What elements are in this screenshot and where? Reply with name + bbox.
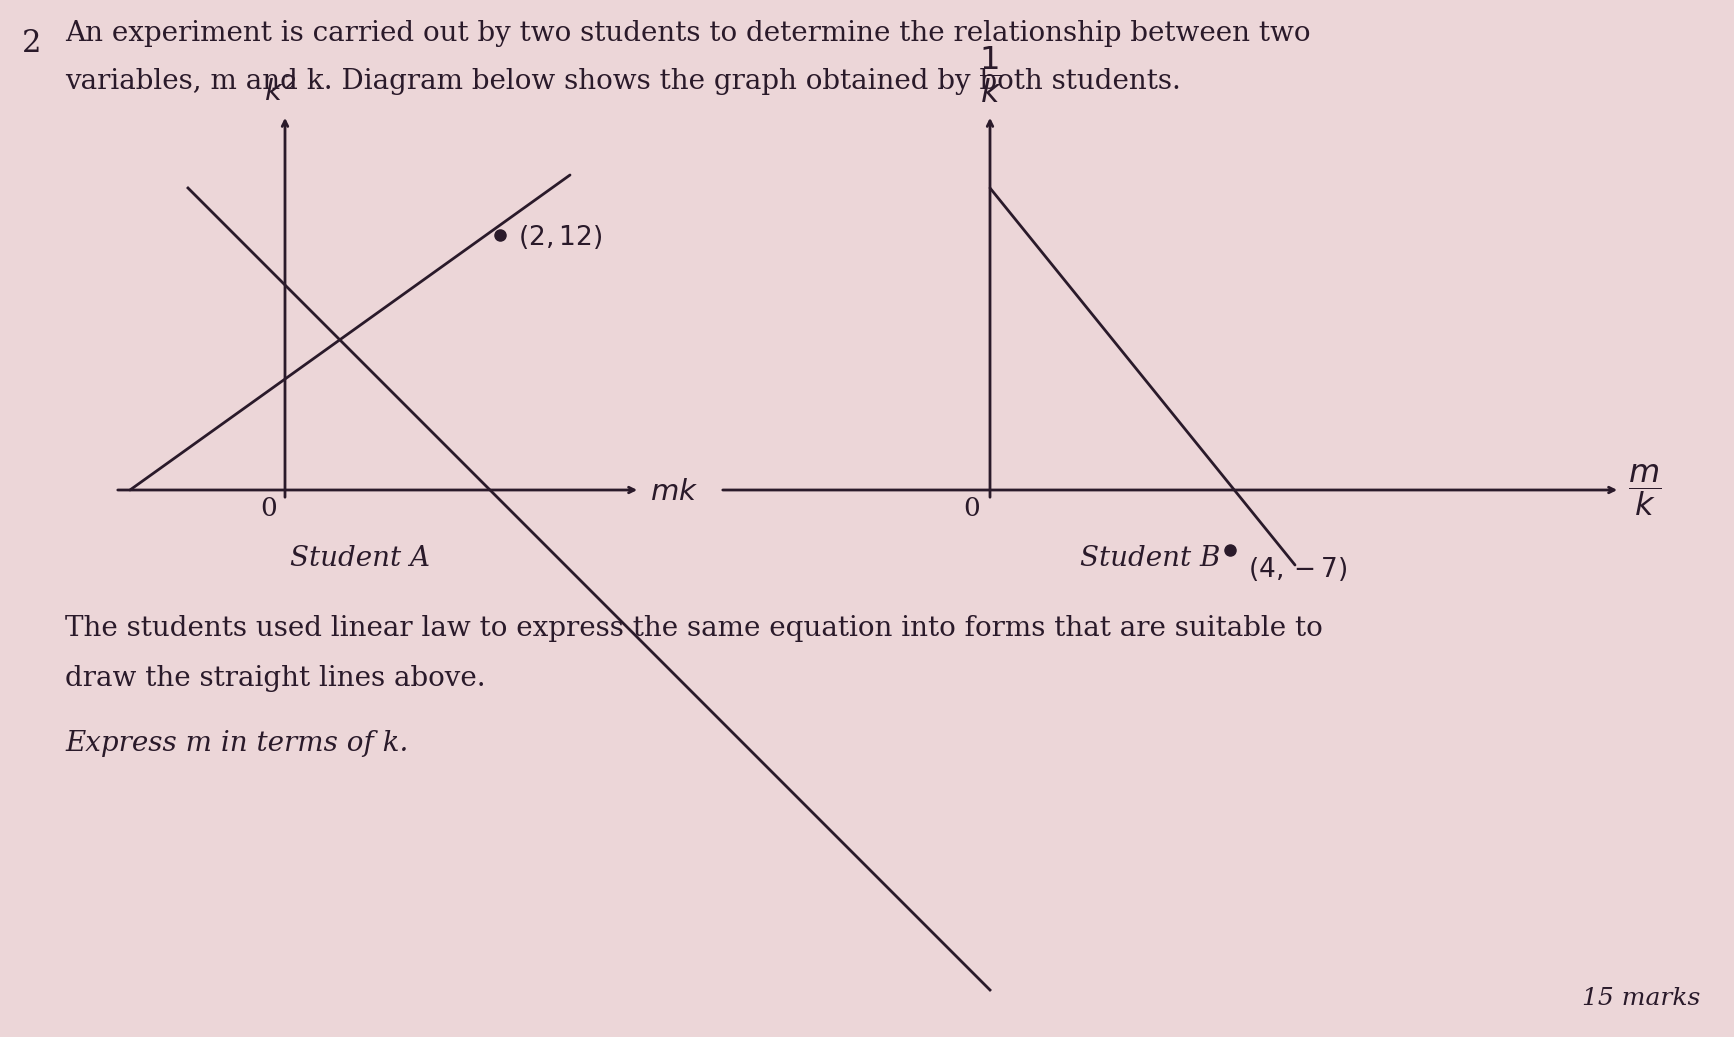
Text: $k^2$: $k^2$ <box>264 77 297 107</box>
Text: Student B: Student B <box>1080 545 1221 572</box>
Text: $\dfrac{1}{k}$: $\dfrac{1}{k}$ <box>978 44 1001 105</box>
Text: $mk$: $mk$ <box>650 478 699 506</box>
Text: 2: 2 <box>23 28 42 59</box>
Text: Express m in terms of k.: Express m in terms of k. <box>64 730 409 757</box>
Text: 0: 0 <box>964 496 980 521</box>
Text: variables, m and k. Diagram below shows the graph obtained by both students.: variables, m and k. Diagram below shows … <box>64 68 1181 95</box>
Text: The students used linear law to express the same equation into forms that are su: The students used linear law to express … <box>64 615 1323 642</box>
Text: $(4, -7)$: $(4, -7)$ <box>1248 555 1347 583</box>
Text: An experiment is carried out by two students to determine the relationship betwe: An experiment is carried out by two stud… <box>64 20 1311 47</box>
Text: $(2, 12)$: $(2, 12)$ <box>518 223 602 251</box>
Text: 15 marks: 15 marks <box>1581 987 1699 1010</box>
Text: $\dfrac{m}{k}$: $\dfrac{m}{k}$ <box>1628 463 1661 518</box>
Text: draw the straight lines above.: draw the straight lines above. <box>64 665 486 692</box>
Text: 0: 0 <box>260 496 277 521</box>
Text: Student A: Student A <box>290 545 430 572</box>
